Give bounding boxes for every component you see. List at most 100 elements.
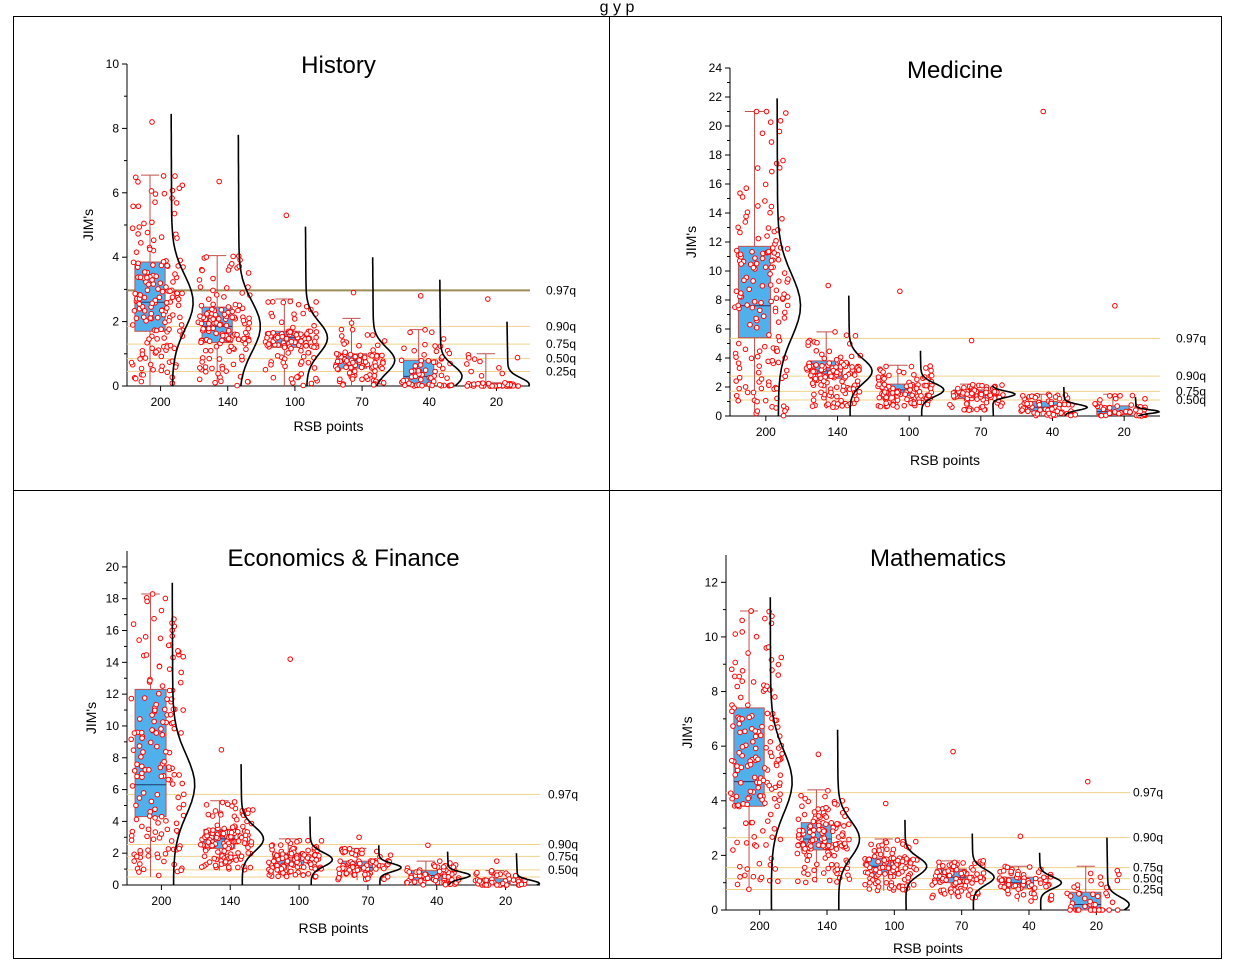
panel-1-data-point [199,359,205,365]
panel-2-data-point [918,393,924,399]
panel-4-data-point [775,757,781,763]
panel-3-data-point [152,806,158,813]
panel-3-data-point [138,763,145,770]
panel-1-data-point [206,355,213,362]
panel-1-data-point [380,380,387,386]
panel-1-data-point [372,363,379,369]
panel-4-data-point [967,887,973,893]
panel-2-data-point [883,363,889,370]
panel-4-data-point [881,857,888,863]
panel-4-data-point [834,820,840,827]
panel-2-data-point [759,283,766,289]
panel-4-data-point [810,818,817,825]
panel-2-data-point [833,384,840,391]
panel-4-data-point [891,864,897,870]
panel-4-y-tick-label: 0 [711,903,718,917]
panel-4-data-point [831,800,838,807]
panel-4-y-tick-label: 6 [711,739,718,753]
panel-4-data-point [730,847,736,853]
panel-2-data-point [748,355,755,362]
panel-2-data-point [742,384,749,390]
panel-1-data-point [141,220,147,227]
panel-3-data-point [343,870,350,877]
panel-4-data-point [737,694,744,701]
panel-1-data-point [349,359,356,366]
panel-1-y-tick-label: 0 [112,379,119,393]
panel-1-data-point [401,345,407,352]
panel-4-data-point [1087,898,1093,905]
panel-2-data-point [775,319,782,325]
panel-4-data-point [948,889,954,895]
panel-1-data-point [363,373,370,380]
panel-2-data-point [979,382,985,389]
panel-1-data-point [137,274,144,281]
panel-4-data-point [963,878,970,885]
panel-2-data-point [739,194,746,200]
panel-3-data-point [215,849,221,855]
panel-3-density-curve [240,764,265,885]
panel-4-data-point [732,659,739,666]
panel-4-data-point [1076,891,1082,897]
panel-1-data-point [200,326,207,332]
panel-1-data-point [313,299,319,305]
panel-3-data-point [147,739,154,746]
panel-4-data-point [825,865,832,872]
panel-4-data-point [879,842,885,848]
panel-4-outlier-point [950,748,956,755]
panel-1-data-point [274,334,281,341]
panel-4-data-point [806,852,813,859]
panel-2-data-point [780,157,786,164]
panel-2-y-tick-label: 16 [709,177,723,191]
panel-1-data-point [229,314,236,321]
panel-4-data-point [805,871,811,878]
panel-1-data-point [156,294,163,301]
panel-2-data-point [1034,411,1041,417]
panel-1-data-point [428,375,434,381]
panel-3-data-point [336,866,342,872]
panel-4-y-tick-label: 12 [705,575,719,589]
panel-3-data-point [166,687,173,694]
panel-2-y-tick-label: 2 [715,380,722,394]
panel-1-outlier-point [417,293,424,299]
panel-2-outlier-point [968,337,975,344]
panel-3-data-point [312,873,319,880]
panel-4-data-point [828,820,835,826]
panel-1-data-point [369,352,375,359]
panel-3-data-point [304,855,311,861]
panel-4-data-point [907,860,914,866]
panel-1-data-point [135,231,141,237]
panel-4-data-point [845,872,851,878]
panel-2-data-point [969,390,975,397]
panel-3-data-point [140,790,147,796]
panel-1-data-point [502,380,508,386]
panel-3-data-point [248,839,255,845]
panel-1-data-point [240,317,247,324]
panel-2-data-point [1000,392,1006,398]
panel-2-data-point [753,324,760,331]
panel-2-data-point [843,332,850,338]
panel-1-data-point [144,229,151,236]
panel-4-data-point [771,825,778,832]
panel-4-data-point [775,878,781,885]
panel-2-data-point [738,261,744,267]
panel-3-data-point [361,865,367,871]
panel-3-data-point [164,696,170,702]
panel-4-data-point [885,865,892,871]
panel-1-data-point [337,376,343,383]
panel-3-data-point [165,846,172,852]
panel-4-data-point [762,800,768,806]
panel-3-data-point [273,852,280,859]
panel-4-data-point [739,716,745,722]
panel-1-data-point [411,347,417,354]
panel-2-data-point [1046,392,1053,399]
panel-1-data-point [343,358,350,364]
panel-2-data-point [737,251,744,258]
panel-2-data-point [780,403,787,409]
panel-4-data-point [876,869,883,876]
panel-4-data-point [821,828,827,835]
panel-3-data-point [250,807,256,813]
panel-1-data-point [311,365,318,371]
panel-4-data-point [768,724,774,731]
panel-2-data-point [744,389,751,396]
panel-1-data-point [407,329,413,336]
